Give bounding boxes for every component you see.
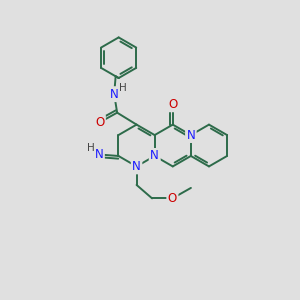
Text: N: N (132, 160, 141, 173)
Text: N: N (150, 149, 159, 163)
Text: H: H (119, 83, 127, 93)
Text: N: N (187, 129, 195, 142)
Text: H: H (87, 143, 94, 153)
Text: N: N (95, 148, 103, 161)
Text: N: N (110, 88, 118, 101)
Text: O: O (168, 192, 177, 205)
Text: O: O (168, 98, 177, 111)
Text: N: N (150, 149, 159, 163)
Text: O: O (95, 116, 104, 129)
